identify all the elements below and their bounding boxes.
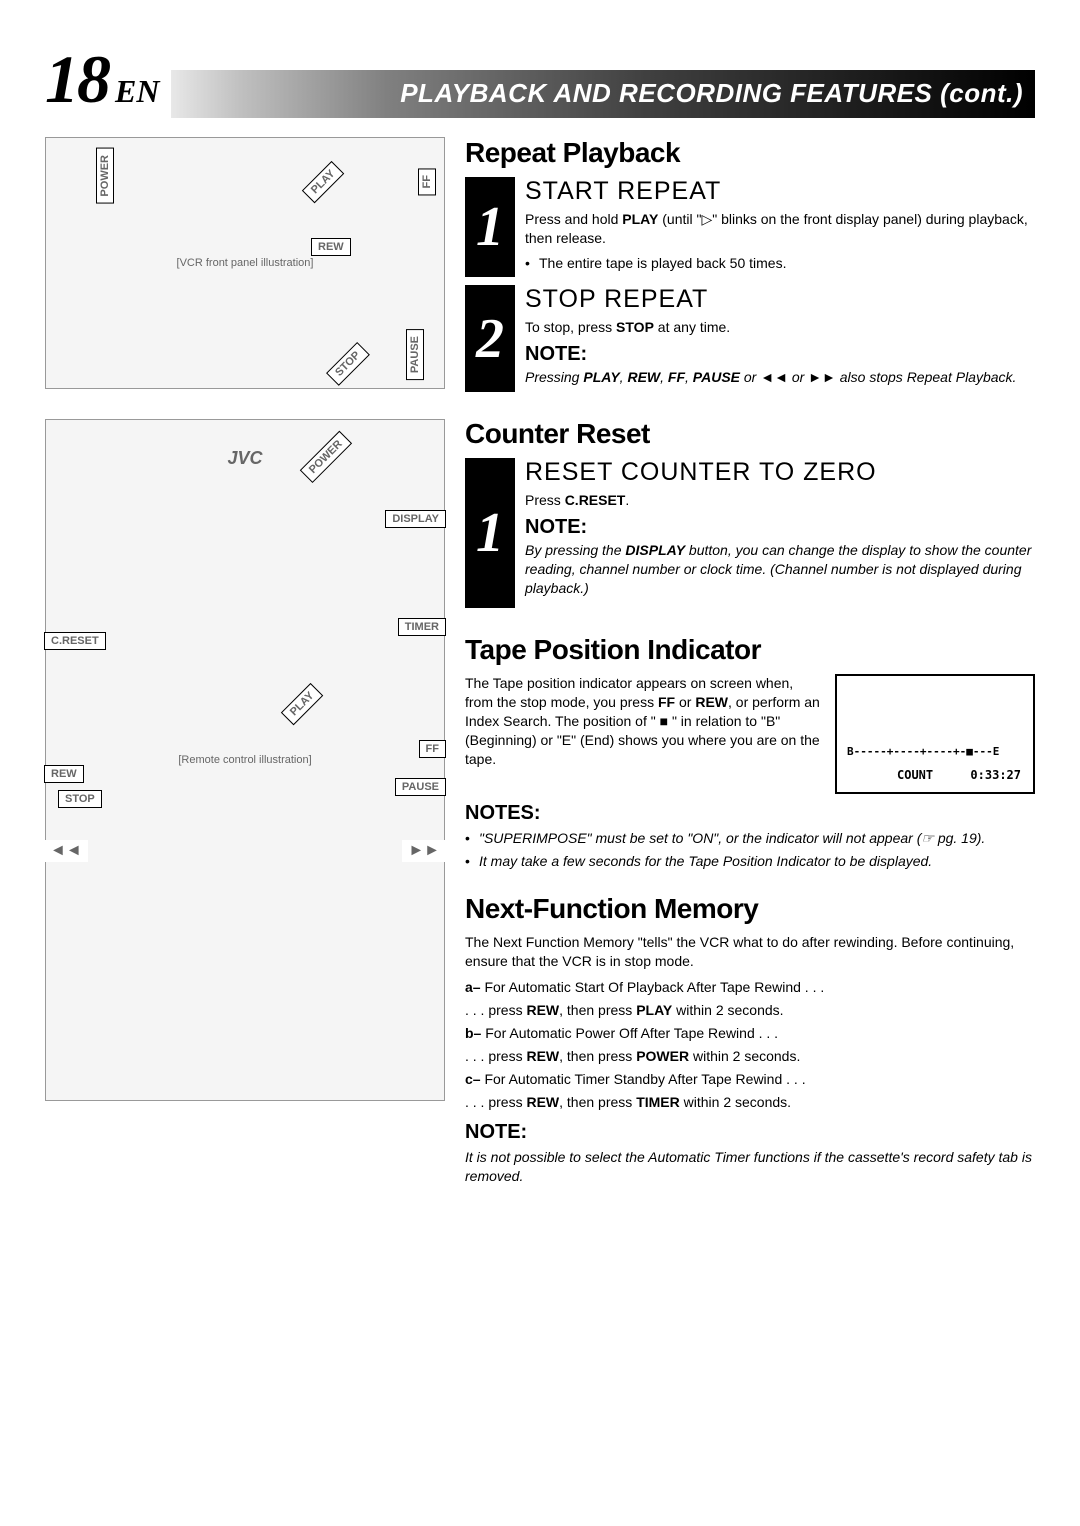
step-heading: STOP REPEAT — [525, 285, 1035, 314]
remote-label-rew: REW — [44, 765, 84, 783]
nextfn-title: Next-Function Memory — [465, 893, 1035, 925]
repeat-step-2: 2 STOP REPEAT To stop, press STOP at any… — [465, 285, 1035, 393]
step-text: Press and hold PLAY (until "▷" blinks on… — [525, 210, 1035, 248]
remote-label-play: PLAY — [281, 683, 324, 726]
nextfn-list: a– For Automatic Start Of Playback After… — [465, 977, 1035, 1113]
remote-label-timer: TIMER — [398, 618, 446, 636]
nextfn-b-title: b– For Automatic Power Off After Tape Re… — [465, 1023, 1035, 1044]
remote-label-creset: C.RESET — [44, 632, 106, 650]
tape-count-value: 0:33:27 — [970, 768, 1021, 782]
step-text: Press C.RESET. — [525, 491, 1035, 510]
step-number: 1 — [465, 177, 515, 277]
repeat-step-1: 1 START REPEAT Press and hold PLAY (unti… — [465, 177, 1035, 277]
note-label: NOTE: — [525, 516, 1035, 539]
tape-section: The Tape position indicator appears on s… — [465, 674, 1035, 794]
step-heading: RESET COUNTER TO ZERO — [525, 458, 1035, 487]
remote-label-next: ►► — [402, 840, 446, 862]
page-title: PLAYBACK AND RECORDING FEATURES (cont.) — [400, 78, 1023, 109]
title-bar: PLAYBACK AND RECORDING FEATURES (cont.) — [171, 70, 1035, 118]
remote-label-display: DISPLAY — [385, 510, 446, 528]
nextfn-b-text: . . . press REW, then press POWER within… — [465, 1046, 1035, 1067]
vcr-label-power: POWER — [96, 148, 114, 204]
notes-label: NOTES: — [465, 802, 1035, 825]
step-heading: START REPEAT — [525, 177, 1035, 206]
vcr-diagram: [VCR front panel illustration] POWER PLA… — [45, 137, 445, 389]
tape-body: The Tape position indicator appears on s… — [465, 674, 823, 768]
vcr-label-rew: REW — [311, 238, 351, 256]
vcr-label-stop: STOP — [326, 342, 370, 386]
remote-label-power: POWER — [300, 431, 352, 483]
remote-label-pause: PAUSE — [395, 778, 446, 796]
note-text: Pressing PLAY, REW, FF, PAUSE or ◄◄ or ►… — [525, 368, 1035, 387]
step-number: 1 — [465, 458, 515, 608]
diagram-placeholder: [VCR front panel illustration] — [177, 257, 314, 269]
tape-count-label: COUNT — [897, 768, 933, 782]
nextfn-note: It is not possible to select the Automat… — [465, 1148, 1035, 1186]
remote-brand: JVC — [227, 448, 262, 469]
tape-display-box: B-----+----+----+-■---E COUNT 0:33:27 — [835, 674, 1035, 794]
remote-label-stop: STOP — [58, 790, 102, 808]
vcr-label-ff: FF — [418, 168, 436, 195]
remote-diagram: [Remote control illustration] JVC POWER … — [45, 419, 445, 1101]
remote-label-prev: ◄◄ — [44, 840, 88, 862]
page-number: 18 — [45, 40, 109, 119]
vcr-label-play: PLAY — [302, 161, 345, 204]
page-header: 18 EN PLAYBACK AND RECORDING FEATURES (c… — [45, 40, 1035, 119]
tape-note-1: "SUPERIMPOSE" must be set to "ON", or th… — [465, 829, 1035, 848]
tape-position-line: B-----+----+----+-■---E — [847, 745, 999, 758]
nextfn-a-text: . . . press REW, then press PLAY within … — [465, 1000, 1035, 1021]
step-number: 2 — [465, 285, 515, 393]
note-label: NOTE: — [465, 1121, 1035, 1144]
remote-label-ff: FF — [419, 740, 446, 758]
nextfn-a-title: a– For Automatic Start Of Playback After… — [465, 977, 1035, 998]
step-text: To stop, press STOP at any time. — [525, 318, 1035, 337]
vcr-label-pause: PAUSE — [406, 329, 424, 380]
nextfn-c-title: c– For Automatic Timer Standby After Tap… — [465, 1069, 1035, 1090]
counter-title: Counter Reset — [465, 418, 1035, 450]
nextfn-intro: The Next Function Memory "tells" the VCR… — [465, 933, 1035, 971]
tape-title: Tape Position Indicator — [465, 634, 1035, 666]
note-text: By pressing the DISPLAY button, you can … — [525, 541, 1035, 598]
language-code: EN — [115, 73, 159, 110]
note-label: NOTE: — [525, 343, 1035, 366]
counter-step-1: 1 RESET COUNTER TO ZERO Press C.RESET. N… — [465, 458, 1035, 608]
diagram-placeholder: [Remote control illustration] — [178, 754, 311, 766]
repeat-title: Repeat Playback — [465, 137, 1035, 169]
nextfn-c-text: . . . press REW, then press TIMER within… — [465, 1092, 1035, 1113]
step-bullet: The entire tape is played back 50 times. — [525, 254, 1035, 273]
tape-note-2: It may take a few seconds for the Tape P… — [465, 852, 1035, 871]
